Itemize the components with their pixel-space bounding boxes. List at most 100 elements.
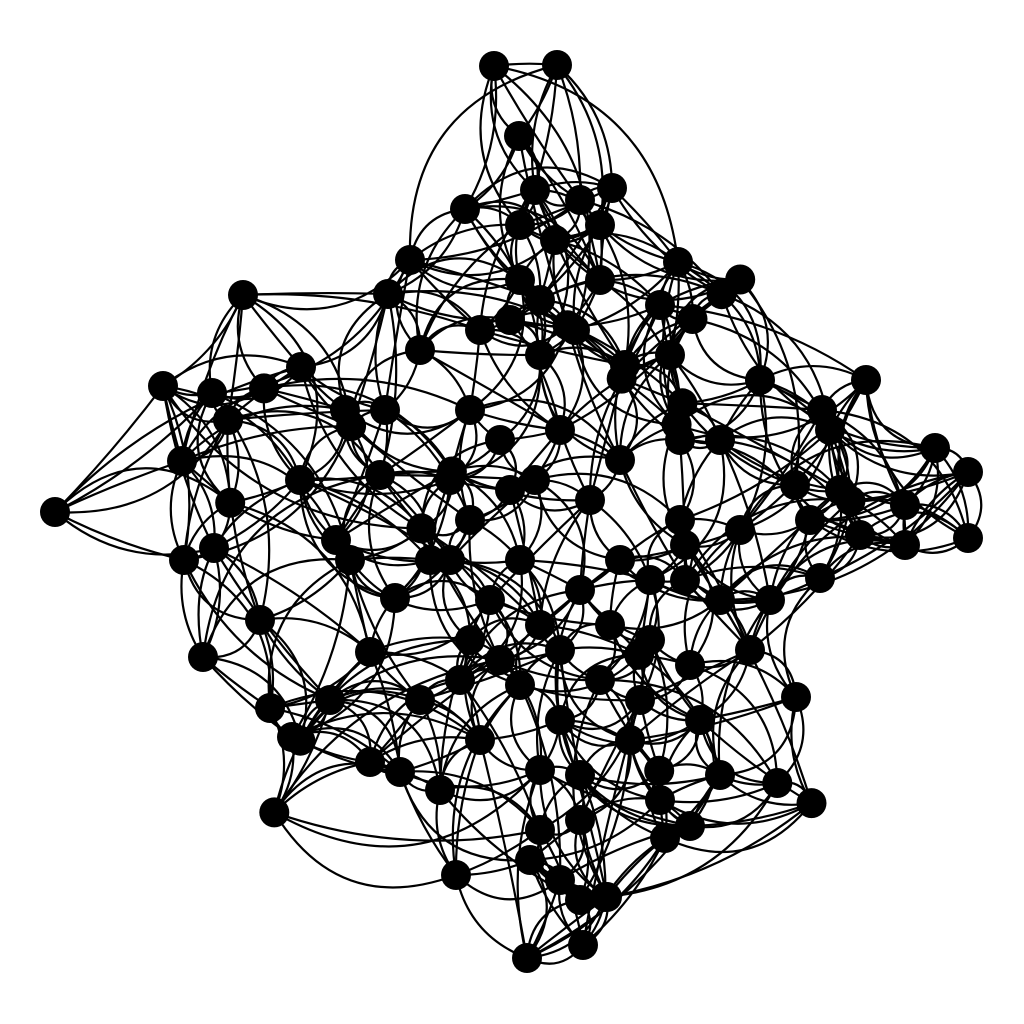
graph-edge [408,63,558,261]
graph-edge [526,774,721,959]
graph-node [568,930,598,960]
graph-node [661,409,692,440]
graph-edge [399,770,541,831]
graph-node [285,465,315,495]
graph-node [575,485,605,515]
graph-edge [649,439,726,582]
graph-node [663,247,693,277]
graph-edge [469,398,621,461]
graph-node [595,610,625,640]
graph-edge [419,648,561,702]
graph-edge [458,588,581,681]
graph-edge [739,440,936,531]
graph-node [890,530,920,560]
graph-edge [519,684,562,881]
graph-edge [350,425,471,521]
graph-edge [605,782,779,898]
graph-edge [534,479,586,591]
graph-node [675,650,705,680]
graph-edge [459,679,542,831]
graph-node [645,290,675,320]
graph-node [475,585,505,615]
graph-edge [689,663,779,784]
graph-edge [679,438,811,521]
graph-node [545,635,575,665]
graph-node [373,279,403,309]
graph-node [585,665,615,695]
graph-edge [273,811,541,842]
graph-node [606,363,637,394]
graph-node [465,315,495,345]
graph-node [40,497,70,527]
graph-edge [449,354,542,482]
graph-edge [533,479,621,562]
graph-edge [269,689,481,741]
graph-edge [749,534,861,651]
graph-node [495,475,525,505]
graph-edge [229,501,372,653]
graph-node [406,513,437,544]
graph-edge [273,769,541,848]
graph-edge [182,419,229,561]
graph-edge [409,199,581,262]
graph-node [249,373,279,404]
graph-node [615,725,645,755]
graph-node [228,280,258,310]
graph-edge [181,425,352,463]
graph-edge [54,385,164,513]
graph-edge [451,684,521,876]
graph-node [585,210,615,240]
graph-node [835,485,866,516]
graph-edge [606,802,813,899]
graph-node [441,860,471,890]
graph-node [665,505,695,535]
graph-edge [859,471,970,539]
graph-node [370,395,400,425]
graph-edge [242,293,481,332]
graph-edge [533,189,626,366]
graph-edge [464,205,602,281]
graph-node [762,768,793,798]
graph-edge [488,599,601,682]
graph-node [315,685,345,715]
graph-edge [572,679,608,898]
graph-edge [419,348,541,357]
graph-node [625,685,655,715]
graph-node [565,575,595,605]
graph-edge [573,329,677,426]
graph-node [953,523,983,553]
graph-edge [213,547,371,653]
graph-node [425,775,455,805]
graph-edge [269,707,286,813]
graph-node [520,465,550,495]
graph-node [199,533,229,563]
graph-node [565,760,595,790]
graph-edge [682,402,823,412]
graph-node [355,747,385,777]
graph-edge [369,659,501,763]
graph-edge [582,837,666,946]
graph-edge [739,379,768,531]
graph-node [815,415,845,445]
graph-edge [469,279,525,411]
graph-edge [291,712,481,741]
graph-edge [464,166,613,210]
graph-node [525,755,555,785]
graph-edge [227,408,386,422]
graph-node [259,797,290,828]
graph-edge [335,425,370,541]
graph-edge [556,64,614,189]
graph-edge [676,379,867,439]
graph-edge [369,736,481,763]
graph-edge [454,739,482,876]
graph-node [465,725,495,755]
graph-node [455,625,485,655]
graph-edge [54,419,229,514]
graph-node [395,245,425,275]
graph-node [565,885,595,915]
graph-node [635,565,665,595]
graph-edge [418,277,521,351]
graph-edge [493,64,680,263]
graph-node [455,395,485,425]
